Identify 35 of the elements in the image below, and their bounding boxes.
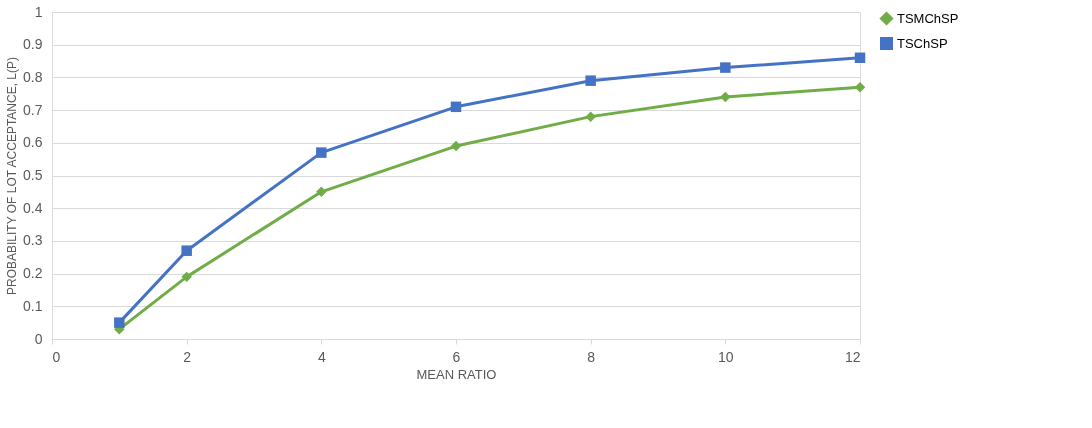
y-tick-label: 0.8 [23,68,43,85]
legend-label: TSChSP [897,35,948,51]
point [585,75,596,86]
x-tick-label: 10 [718,348,734,365]
y-tick-label: 1 [34,3,43,20]
point [720,91,731,103]
y-tick-label: 0 [34,330,43,347]
y-tick-label: 0.2 [23,265,43,282]
x-tick-label: 12 [844,348,861,365]
point [450,101,462,113]
legend-label: TSMChSP [897,10,959,26]
point [114,317,125,328]
point [854,52,866,64]
point [720,62,731,73]
point [854,81,866,93]
x-axis-title: MEAN RATIO [416,366,497,382]
y-axis-title: PROBABILITY OF LOT ACCEPTANCE, L(P) [5,56,20,296]
point [316,186,327,198]
point [181,271,192,283]
x-tick-label: 2 [183,348,192,365]
point [181,245,192,256]
x-tick-label: 0 [52,348,61,365]
point [450,140,462,152]
x-tick-label: 8 [587,348,596,365]
y-tick-label: 0.5 [23,167,43,183]
y-tick-label: 0.3 [23,232,43,249]
point [585,111,596,122]
y-tick-label: 0.6 [23,134,43,151]
y-tick-label: 0.7 [23,101,43,118]
point [316,147,327,158]
y-tick-label: 0.9 [23,36,43,53]
y-tick-label: 0.1 [23,297,43,314]
x-tick-label: 4 [317,348,326,365]
y-tick-label: 0.4 [23,199,43,216]
x-tick-label: 6 [452,348,461,365]
